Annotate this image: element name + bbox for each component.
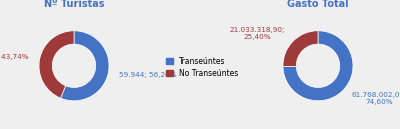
Text: 21.033.318,90;
25,40%: 21.033.318,90; 25,40%	[230, 27, 285, 40]
Title: Gasto Total: Gasto Total	[287, 0, 349, 9]
Text: 46.613; 43,74%: 46.613; 43,74%	[0, 54, 29, 60]
Wedge shape	[60, 31, 109, 101]
Legend: Transeúntes, No Transeúntes: Transeúntes, No Transeúntes	[164, 55, 240, 79]
Title: Nº Turistas: Nº Turistas	[44, 0, 104, 9]
Wedge shape	[283, 31, 353, 101]
Text: 61.768.002,09;
74,60%: 61.768.002,09; 74,60%	[351, 92, 400, 104]
Text: 59.944; 56,26%: 59.944; 56,26%	[119, 72, 177, 78]
Wedge shape	[283, 31, 318, 67]
Wedge shape	[39, 31, 74, 98]
